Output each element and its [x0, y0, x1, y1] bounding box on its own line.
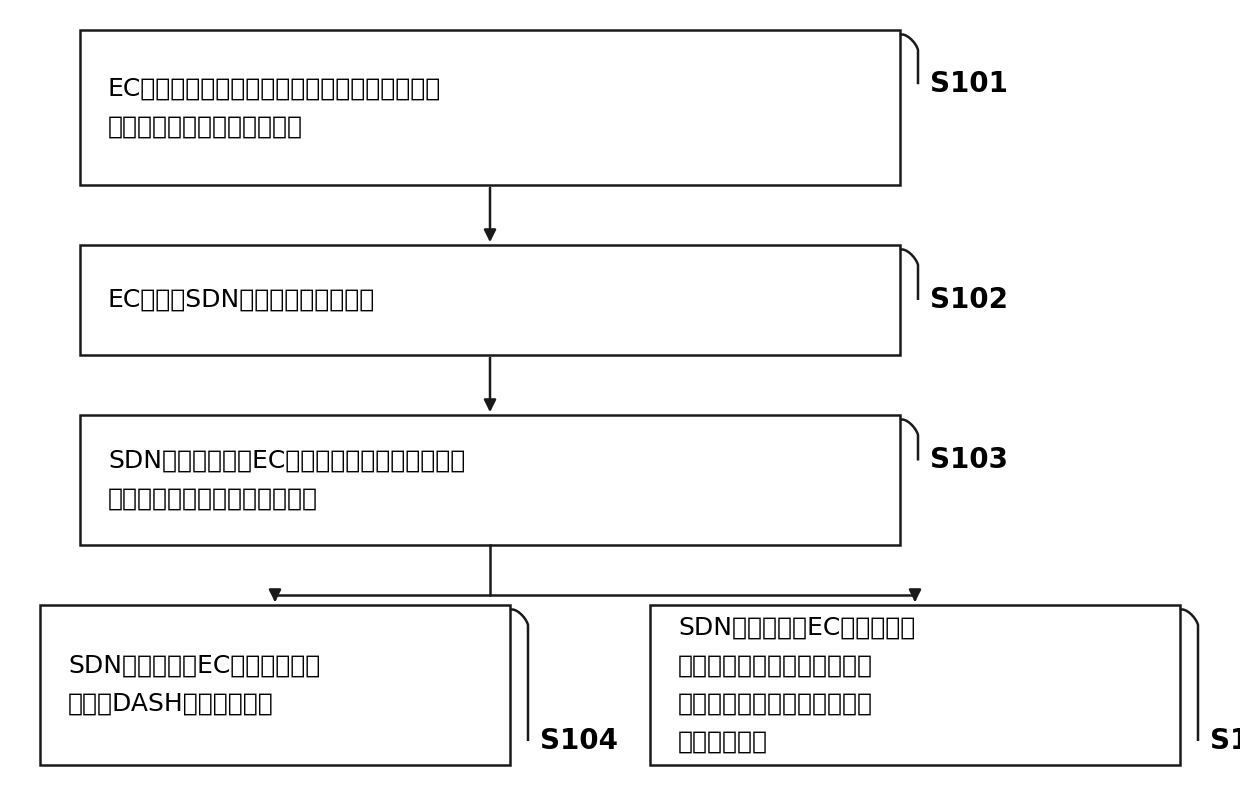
Bar	[81, 415, 900, 545]
Text: SDN控制器控制EC节点向用户设: SDN控制器控制EC节点向用户设	[68, 654, 320, 678]
Bar	[650, 605, 1180, 765]
Text: 节点转发视频数据请求报文，: 节点转发视频数据请求报文，	[678, 654, 873, 678]
Text: 以使协作节点对视频数据请求: 以使协作节点对视频数据请求	[678, 692, 873, 716]
Text: EC节点接收用户设备发送的视频数据请求报文，: EC节点接收用户设备发送的视频数据请求报文，	[108, 77, 441, 100]
Text: S104: S104	[539, 727, 618, 755]
Bar	[40, 605, 510, 765]
Text: S102: S102	[930, 286, 1008, 314]
Text: S105: S105	[1210, 727, 1240, 755]
Text: EC节点与SDN控制器进行信息交互: EC节点与SDN控制器进行信息交互	[108, 288, 376, 312]
Bar	[81, 245, 900, 355]
Text: S103: S103	[930, 446, 1008, 474]
Text: 成本和协作成本之间的大小关系: 成本和协作成本之间的大小关系	[108, 487, 317, 511]
Text: 对视频数据请求报文进行处理: 对视频数据请求报文进行处理	[108, 115, 303, 139]
Text: 报文进行处理: 报文进行处理	[678, 730, 768, 754]
Text: S101: S101	[930, 70, 1008, 99]
Text: SDN控制器控制EC节点向协作: SDN控制器控制EC节点向协作	[678, 616, 915, 640]
Text: 备返回DASH视频片段数据: 备返回DASH视频片段数据	[68, 692, 274, 716]
Text: SDN控制器基于与EC节点的信息交互，确定转码: SDN控制器基于与EC节点的信息交互，确定转码	[108, 449, 465, 473]
Bar	[81, 30, 900, 185]
